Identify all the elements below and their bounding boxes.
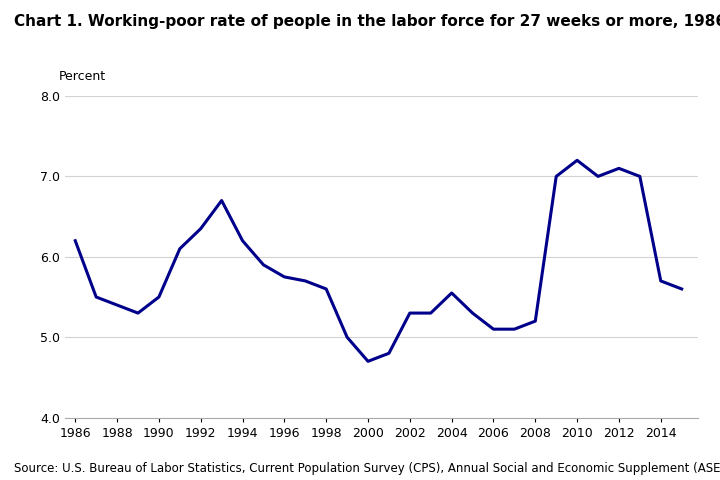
Text: Percent: Percent	[58, 70, 106, 83]
Text: Chart 1. Working-poor rate of people in the labor force for 27 weeks or more, 19: Chart 1. Working-poor rate of people in …	[14, 14, 720, 29]
Text: Source: U.S. Bureau of Labor Statistics, Current Population Survey (CPS), Annual: Source: U.S. Bureau of Labor Statistics,…	[14, 462, 720, 475]
